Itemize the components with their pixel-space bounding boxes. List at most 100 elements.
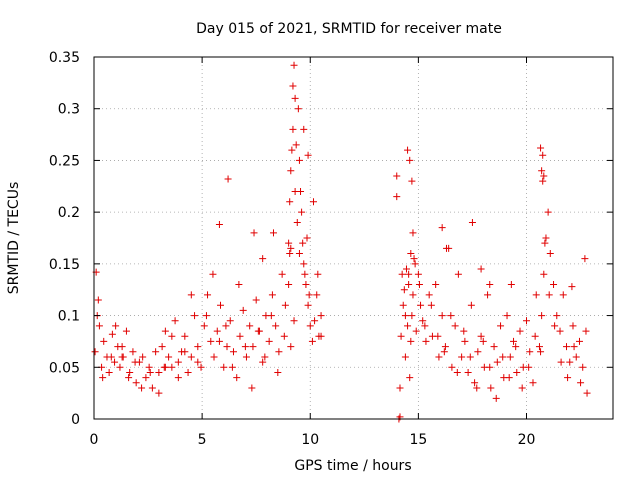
data-point — [546, 250, 554, 258]
data-point — [118, 343, 126, 351]
data-point — [265, 337, 273, 345]
data-point — [566, 358, 574, 366]
data-point — [541, 239, 549, 247]
data-point — [583, 389, 591, 397]
y-tick-label: 0 — [71, 412, 80, 428]
data-point — [397, 332, 405, 340]
data-point — [161, 327, 169, 335]
data-point — [99, 374, 107, 382]
data-point — [497, 322, 505, 330]
data-point — [197, 363, 205, 371]
data-point — [145, 363, 153, 371]
data-point — [160, 363, 168, 371]
data-point — [174, 358, 182, 366]
data-point — [559, 291, 567, 299]
data-point — [300, 260, 308, 268]
data-point — [95, 322, 103, 330]
data-point — [467, 301, 475, 309]
data-point — [222, 322, 230, 330]
data-point — [132, 379, 140, 387]
plot-frame — [93, 56, 614, 420]
data-point — [417, 301, 425, 309]
data-point — [487, 384, 495, 392]
data-point — [181, 348, 189, 356]
data-point — [207, 337, 215, 345]
data-point — [126, 368, 134, 376]
x-tick-label: 10 — [301, 432, 319, 448]
data-point — [174, 374, 182, 382]
data-point — [171, 317, 179, 325]
data-point — [540, 172, 548, 180]
data-point — [281, 301, 289, 309]
data-point — [563, 343, 571, 351]
data-point — [448, 363, 456, 371]
data-point — [572, 353, 580, 361]
data-point — [286, 198, 294, 206]
data-point — [94, 296, 102, 304]
data-point — [290, 61, 298, 69]
data-point — [408, 177, 416, 185]
data-point — [441, 343, 449, 351]
data-point — [581, 255, 589, 263]
data-point — [529, 379, 537, 387]
data-point — [314, 270, 322, 278]
x-tick-label: 0 — [90, 432, 99, 448]
data-point — [569, 322, 577, 330]
data-point — [402, 265, 410, 273]
data-point — [471, 379, 479, 387]
data-point — [280, 332, 288, 340]
data-point — [239, 306, 247, 314]
data-point — [427, 301, 435, 309]
data-point — [440, 348, 448, 356]
data-point — [516, 327, 524, 335]
data-point — [557, 358, 565, 366]
y-tick-labels: 0 0.05 0.1 0.15 0.2 0.25 0.3 0.35 — [49, 50, 80, 428]
data-point — [285, 239, 293, 247]
data-point — [460, 327, 468, 335]
data-point — [158, 343, 166, 351]
data-point — [400, 286, 408, 294]
data-point — [406, 374, 414, 382]
data-point — [537, 144, 545, 152]
data-point — [419, 317, 427, 325]
data-point — [91, 348, 99, 356]
data-point — [304, 151, 312, 159]
data-point — [200, 322, 208, 330]
x-tick-label: 5 — [198, 432, 207, 448]
data-point — [184, 368, 192, 376]
data-point — [409, 229, 417, 237]
data-point — [451, 322, 459, 330]
data-point — [537, 348, 545, 356]
data-point — [213, 327, 221, 335]
data-point — [405, 270, 413, 278]
data-point — [300, 125, 308, 133]
data-point — [484, 291, 492, 299]
data-point — [404, 146, 412, 154]
data-point — [235, 281, 243, 289]
data-point — [194, 358, 202, 366]
data-point — [116, 363, 124, 371]
data-point — [505, 374, 513, 382]
data-point — [538, 312, 546, 320]
data-point — [542, 234, 550, 242]
data-point — [425, 291, 433, 299]
data-point — [181, 332, 189, 340]
chart-title: Day 015 of 2021, SRMTID for receiver mat… — [196, 21, 502, 37]
data-point — [278, 270, 286, 278]
data-point — [112, 322, 120, 330]
data-point — [302, 281, 310, 289]
data-point — [311, 317, 319, 325]
data-point — [544, 208, 552, 216]
data-point — [298, 208, 306, 216]
data-point — [286, 250, 294, 258]
data-point — [292, 141, 300, 149]
data-point — [477, 265, 485, 273]
data-point — [435, 353, 443, 361]
data-point — [531, 332, 539, 340]
data-point — [242, 353, 250, 361]
data-point — [148, 384, 156, 392]
data-point — [223, 343, 231, 351]
data-point — [287, 343, 295, 351]
data-point — [275, 348, 283, 356]
data-point — [290, 317, 298, 325]
